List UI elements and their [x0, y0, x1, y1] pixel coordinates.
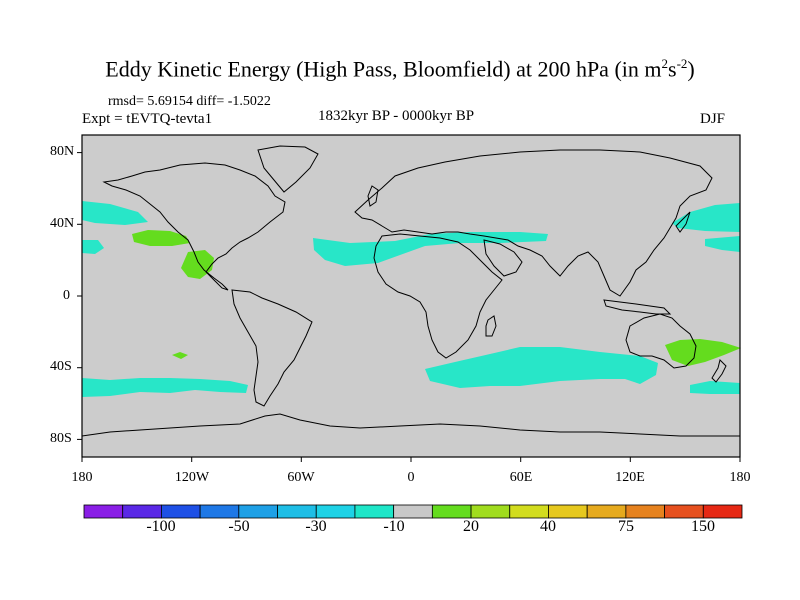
colorbar-box	[470, 504, 511, 519]
experiment-label: Expt = tEVTQ-tevta1	[82, 111, 213, 127]
lon-label-120w: 120W	[174, 470, 210, 485]
colorbar-label: 75	[618, 518, 634, 535]
coastline-japan	[675, 211, 691, 233]
lat-label-eq: 0	[63, 288, 70, 303]
coastline-indonesia	[603, 299, 672, 315]
coastline-madagascar	[485, 315, 497, 337]
map-title: Eddy Kinetic Energy (High Pass, Bloomfie…	[105, 56, 695, 82]
map-background	[82, 135, 740, 457]
coastlines	[81, 145, 740, 437]
colorbar-label: 40	[540, 518, 556, 535]
colorbar-label: -30	[305, 518, 327, 535]
colorbar-box	[431, 504, 472, 519]
coastline-arabia	[483, 239, 523, 277]
lon-label-180e: 180	[729, 470, 751, 485]
lon-label-180w: 180	[71, 470, 93, 485]
lat-label-80s: 80S	[50, 431, 72, 446]
colorbar-box	[122, 504, 162, 519]
colorbar-box	[354, 504, 395, 519]
anomaly-australia-east	[665, 339, 741, 366]
lat-label-80n: 80N	[50, 144, 75, 159]
coastline-south-america	[231, 289, 313, 407]
colorbar-label: 20	[463, 518, 479, 535]
colorbar-box	[277, 504, 317, 519]
anomaly-north-pacific-subtropical	[82, 240, 104, 254]
coastline-africa	[373, 233, 503, 359]
colorbar-box	[161, 504, 201, 519]
negative-anomaly-regions	[82, 201, 740, 397]
coastline-antarctica	[81, 413, 740, 437]
colorbar-label: 150	[691, 518, 715, 535]
colorbar-box	[664, 504, 704, 519]
anomaly-southern-ocean-atlantic-indian	[425, 347, 658, 388]
anomaly-northeast-pacific	[132, 230, 190, 246]
coastline-north-america	[102, 162, 286, 291]
lon-label-120e: 120E	[615, 470, 645, 485]
anomaly-north-pacific-west	[82, 201, 148, 225]
lon-label-0: 0	[407, 470, 415, 485]
coastline-eurasia	[354, 149, 713, 297]
colorbar-box	[702, 504, 743, 519]
anomaly-northwest-pacific	[672, 203, 740, 232]
anomaly-southern-ocean-pacific	[82, 378, 248, 397]
colorbar-box	[509, 504, 549, 519]
positive-anomaly-regions	[132, 230, 741, 366]
season-label: DJF	[700, 111, 726, 127]
colorbar-label: -100	[146, 518, 176, 535]
lat-label-40s: 40S	[50, 359, 72, 374]
colorbar-box	[315, 504, 356, 519]
colorbar-box	[83, 504, 124, 519]
lon-label-60e: 60E	[509, 470, 533, 485]
coastline-greenland	[257, 145, 319, 193]
colorbar-box	[548, 504, 588, 519]
lat-label-40n: 40N	[50, 216, 75, 231]
colorbar-box	[625, 504, 665, 519]
colorbar-box	[393, 504, 433, 519]
anomaly-subtropical-west-pacific	[705, 236, 740, 252]
anomaly-south-pacific-small	[172, 352, 188, 359]
colorbar-label: -10	[383, 518, 405, 535]
colorbar-box	[199, 504, 240, 519]
period-label: 1832kyr BP - 0000kyr BP	[318, 108, 475, 124]
coastline-uk	[367, 185, 379, 207]
lon-label-60w: 60W	[287, 470, 315, 485]
coastline-new-zealand	[711, 359, 727, 383]
anomaly-north-atlantic	[313, 232, 548, 266]
axis-ticks	[77, 152, 741, 462]
anomaly-south-pacific-east	[690, 381, 740, 394]
coastline-australia	[625, 313, 697, 369]
colorbar-box	[586, 504, 627, 519]
colorbar-label: -50	[228, 518, 250, 535]
colorbar	[83, 504, 743, 519]
rmsd-diff-stats: rmsd= 5.69154 diff= -1.5022	[108, 94, 271, 109]
colorbar-box	[238, 504, 278, 519]
